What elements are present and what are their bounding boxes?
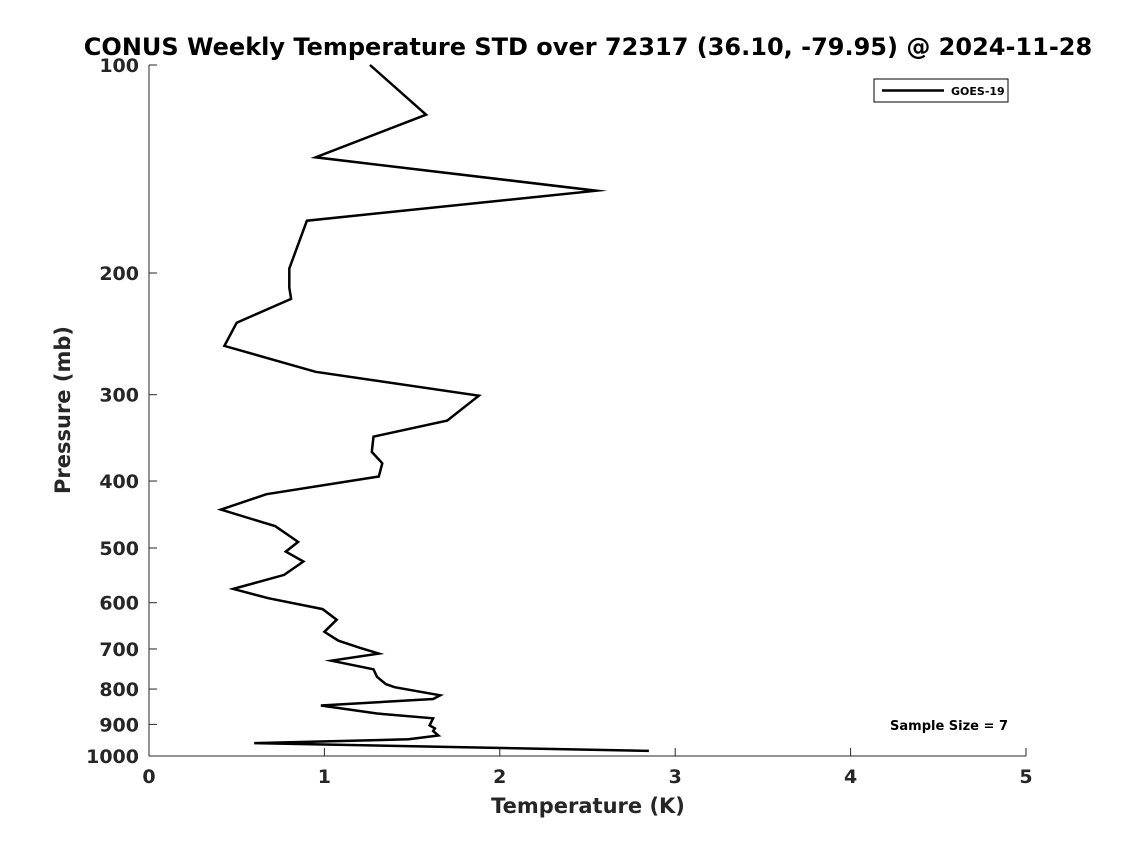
- chart-title: CONUS Weekly Temperature STD over 72317 …: [84, 33, 1092, 61]
- y-tick-label: 1000: [86, 746, 139, 768]
- y-tick-label: 700: [99, 639, 139, 661]
- y-axis-label: Pressure (mb): [51, 326, 75, 494]
- y-tick-label: 500: [99, 538, 139, 560]
- y-axis-ticks: 100 200 300 400 500 600 700 800 900 1000: [86, 55, 157, 768]
- y-tick-label: 800: [99, 679, 139, 701]
- legend-entry-goes-19: GOES-19: [951, 85, 1005, 98]
- x-tick-label: 2: [493, 766, 506, 788]
- y-tick-label: 600: [99, 593, 139, 615]
- plot-axes: [148, 65, 1026, 757]
- legend: GOES-19: [873, 78, 1009, 103]
- y-tick-label: 200: [99, 263, 139, 285]
- x-tick-label: 0: [142, 766, 155, 788]
- y-tick-label: 100: [99, 55, 139, 77]
- y-tick-label: 400: [99, 471, 139, 493]
- x-tick-label: 5: [1019, 766, 1032, 788]
- x-axis-label: Temperature (K): [491, 794, 685, 818]
- x-tick-label: 4: [844, 766, 857, 788]
- y-tick-label: 300: [99, 385, 139, 407]
- series-layer: [216, 64, 649, 753]
- series-line-goes-19: [216, 64, 649, 753]
- sample-size-annotation: Sample Size = 7: [890, 719, 1008, 734]
- x-tick-label: 1: [318, 766, 331, 788]
- x-tick-label: 3: [669, 766, 682, 788]
- y-tick-label: 900: [99, 714, 139, 736]
- x-axis-ticks: 0 1 2 3 4 5: [142, 748, 1033, 788]
